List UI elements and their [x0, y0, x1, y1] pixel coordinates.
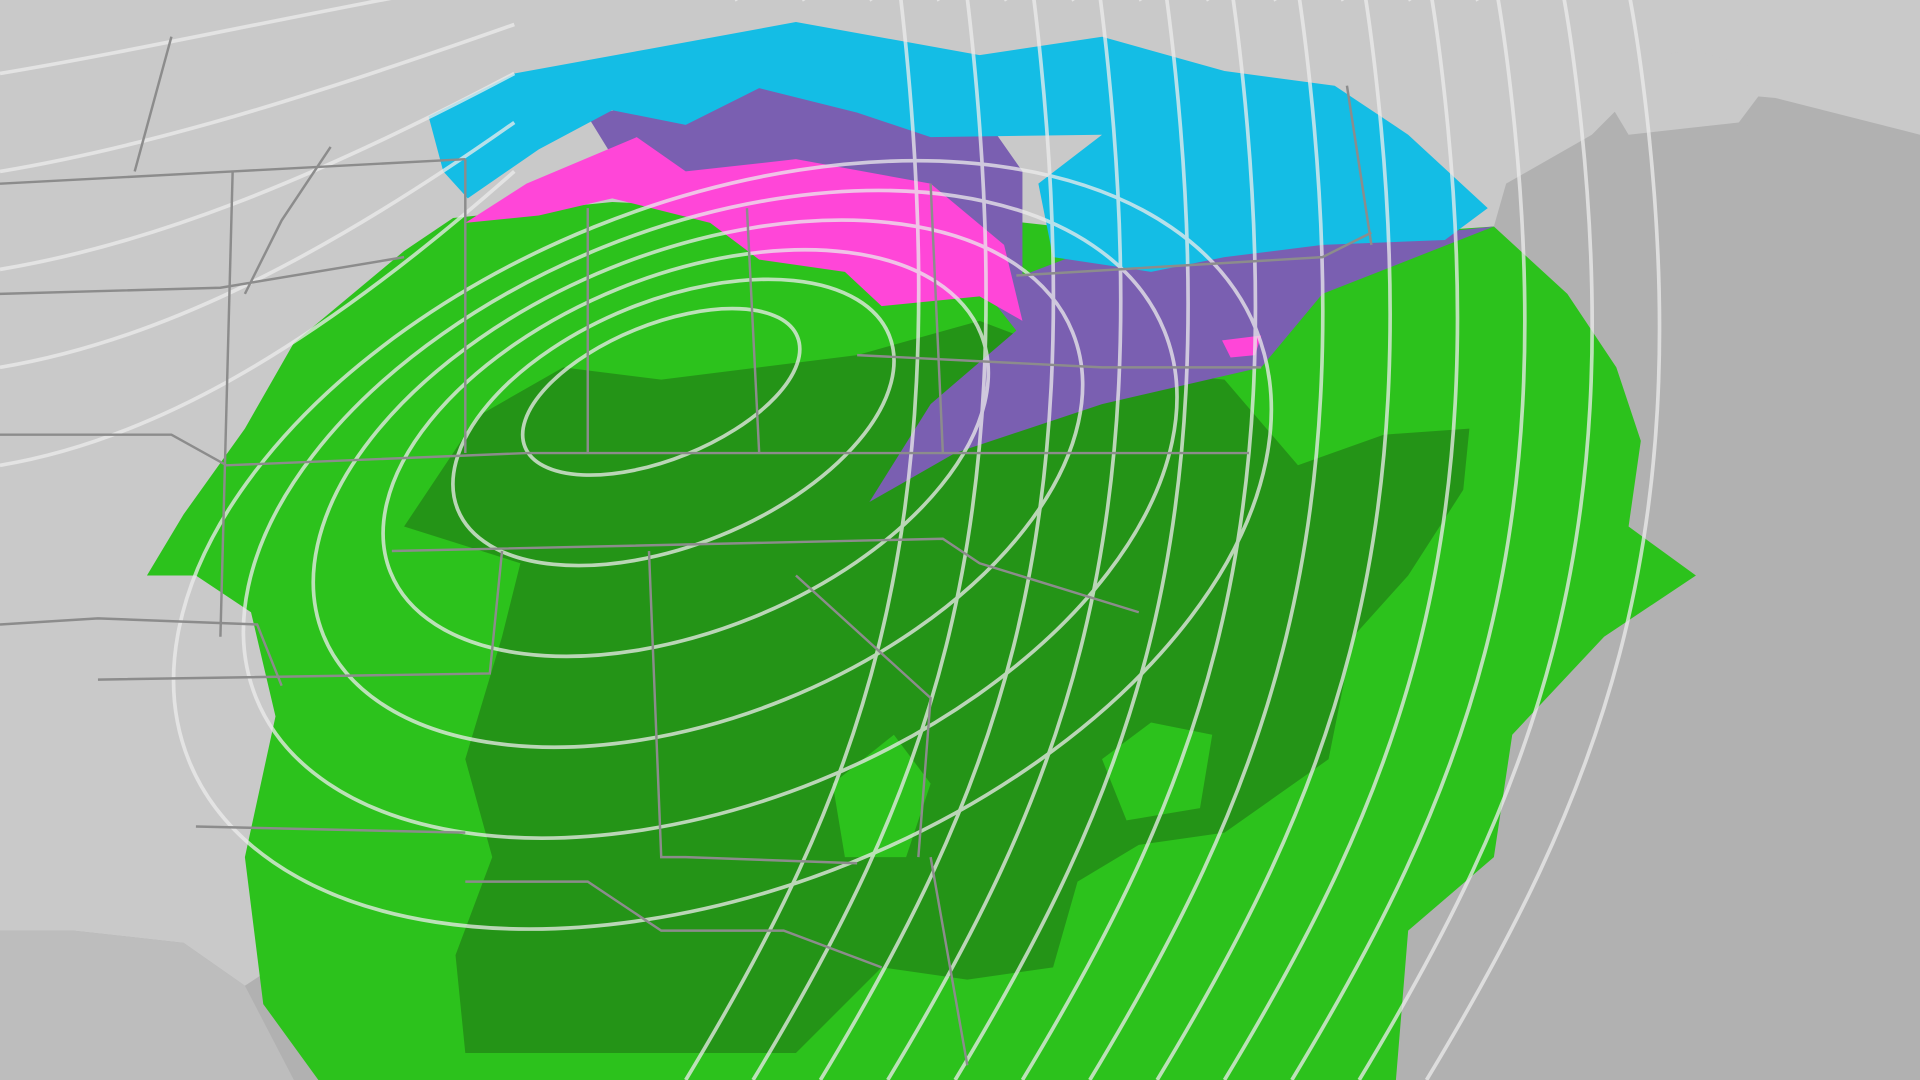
state-border: [219, 171, 234, 637]
isobar: [1020, 0, 1258, 1080]
state-border: [0, 433, 1249, 467]
isobar: [818, 0, 1056, 1080]
isobar: [1222, 0, 1460, 1080]
state-border: [0, 617, 283, 687]
isobar: [684, 0, 921, 1080]
isobar-lines: [0, 0, 1662, 1080]
state-border: [243, 146, 332, 295]
state-border: [195, 825, 466, 834]
state-border: [857, 353, 1262, 369]
isobar: [381, 247, 991, 659]
state-border: [795, 574, 932, 858]
state-border: [465, 880, 883, 969]
state-border: [133, 36, 173, 172]
isobar: [751, 0, 988, 1080]
state-border: [1016, 231, 1372, 277]
state-border: [1345, 85, 1373, 246]
state-border: [0, 255, 405, 296]
state-border: [929, 183, 945, 454]
precip-snow: [428, 22, 1488, 272]
isobar: [0, 0, 392, 76]
isobar: [1088, 0, 1325, 1080]
mexico-land: [0, 930, 294, 1080]
isobar: [953, 0, 1190, 1080]
canada-maritimes: [1591, 48, 1776, 135]
isobar: [0, 71, 516, 272]
isobar: [451, 277, 896, 568]
state-borders: [0, 36, 1373, 1066]
isobar: [1424, 0, 1662, 1080]
isobar: [241, 188, 1179, 840]
isobar: [1357, 0, 1595, 1080]
state-border: [647, 550, 858, 865]
isobar: [1155, 0, 1392, 1080]
isobar: [886, 0, 1123, 1080]
state-border: [97, 550, 504, 681]
isobar: [1290, 0, 1527, 1080]
isobar: [0, 170, 516, 468]
state-border: [391, 537, 1140, 614]
state-border: [929, 856, 969, 1066]
precip-ice: [1222, 335, 1262, 358]
isobar: [0, 22, 515, 174]
isobar: [311, 218, 1085, 750]
state-border: [745, 208, 761, 454]
isobar: [0, 120, 516, 370]
